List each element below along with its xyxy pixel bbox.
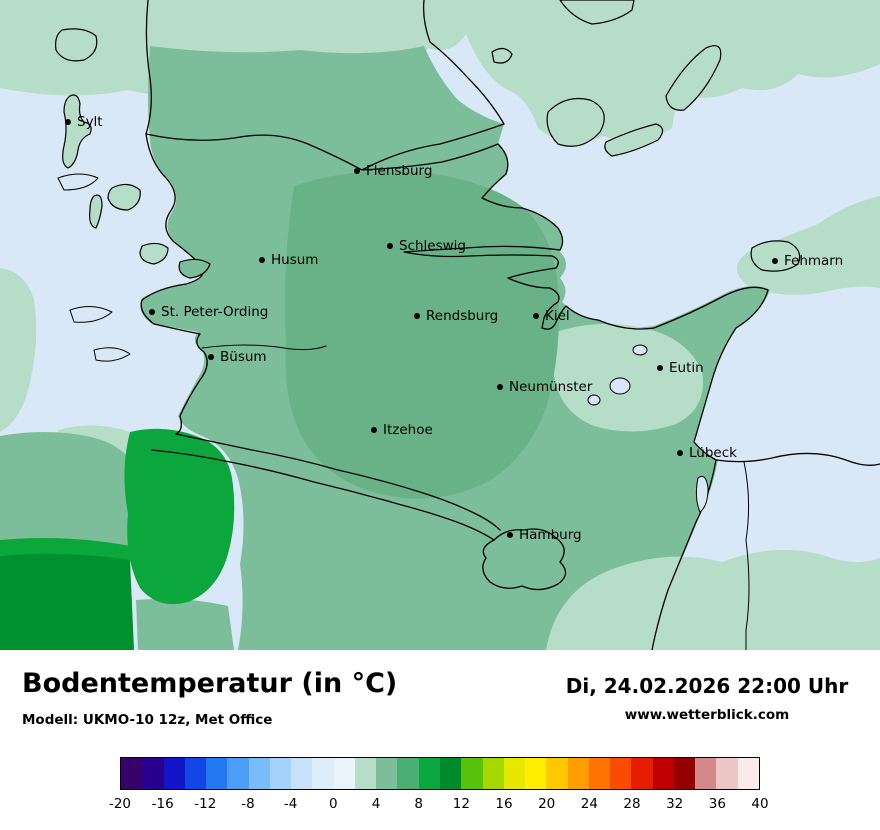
legend-cell-23 xyxy=(610,758,632,789)
border-denmark xyxy=(145,133,363,171)
temperature-legend-ticks: -20 -16 -12 -8 -4 0 4 8 12 16 20 24 28 32 36 40 xyxy=(109,796,769,814)
island-foehr xyxy=(107,183,141,211)
temperature-legend-bar xyxy=(120,757,760,790)
legend-tick-label: -20 xyxy=(108,796,132,812)
coastline-east xyxy=(597,286,769,461)
island-roemoe xyxy=(55,28,98,62)
island-aeroe xyxy=(604,123,664,157)
map-title: Bodentemperatur (in °C) xyxy=(22,668,398,699)
lake-ratzeburg xyxy=(695,475,709,513)
legend-cell-8 xyxy=(291,758,313,789)
legend-cell-6 xyxy=(248,758,270,789)
legend-tick-label: 0 xyxy=(329,796,338,812)
map-area: Sylt Flensburg Schleswig Husum Fehmarn St. Pe… xyxy=(0,0,880,650)
legend-cell-9 xyxy=(312,758,334,789)
strip-under-bright-green xyxy=(136,598,234,650)
legend-cell-16 xyxy=(461,758,483,789)
legend-cell-4 xyxy=(206,758,228,789)
legend-cell-3 xyxy=(184,758,207,789)
island-funen-edge xyxy=(559,0,635,25)
tidal-flat-2 xyxy=(69,306,113,323)
legend-cell-24 xyxy=(631,758,653,789)
coastline-elbe-south xyxy=(151,449,495,541)
legend-tick-label: 12 xyxy=(452,796,470,812)
legend-cell-15 xyxy=(439,758,462,789)
mint-column-left xyxy=(0,268,37,432)
legend-cell-20 xyxy=(546,758,568,789)
mint-patch-eutin xyxy=(552,323,703,432)
legend-cell-14 xyxy=(418,758,440,789)
legend-cell-28 xyxy=(716,758,738,789)
legend-tick-label: -4 xyxy=(283,796,298,812)
legend-cell-13 xyxy=(397,758,419,789)
legend-cell-26 xyxy=(673,758,696,789)
islands-group xyxy=(55,0,801,279)
legend-cell-17 xyxy=(482,758,504,789)
legend-tick-label: -12 xyxy=(194,796,217,812)
legend-tick-label: 36 xyxy=(708,796,726,812)
coastline-mecklenburg xyxy=(715,452,880,466)
legend-cell-2 xyxy=(163,758,185,789)
tidal-flat-3 xyxy=(93,347,131,362)
legend-tick-label: 28 xyxy=(623,796,641,812)
legend-cell-22 xyxy=(588,758,611,789)
legend-tick-label: 24 xyxy=(580,796,598,812)
legend-tick-label: 16 xyxy=(495,796,513,812)
island-fehmarn xyxy=(750,240,801,272)
island-langeland xyxy=(665,45,722,111)
legend-tick-label: 20 xyxy=(538,796,556,812)
island-amrum xyxy=(89,194,103,229)
info-panel: Bodentemperatur (in °C) Di, 24.02.2026 2… xyxy=(0,650,880,830)
lake-ploen xyxy=(609,377,631,395)
legend-cell-21 xyxy=(567,758,589,789)
header-right-column: Di, 24.02.2026 22:00 Uhr www.wetterblick… xyxy=(562,674,852,723)
lakes-group xyxy=(587,344,709,513)
legend-cell-29 xyxy=(737,758,759,789)
bright-green-sliver xyxy=(0,538,130,562)
coastline-flensburg-fjord-south xyxy=(361,143,564,251)
coastline-kiel-fjord xyxy=(507,267,599,330)
legend-cell-12 xyxy=(376,758,398,789)
deep-green-corner xyxy=(0,553,134,650)
coastline-schlei xyxy=(403,245,561,269)
river-eider xyxy=(201,344,327,351)
tidal-flat-1 xyxy=(57,173,99,191)
bright-green-patch xyxy=(124,428,235,605)
island-pellworm xyxy=(139,242,169,265)
mint-band-top xyxy=(0,0,880,143)
legend-tick-label: 8 xyxy=(414,796,423,812)
lake-small-2 xyxy=(632,344,648,356)
temperature-map xyxy=(0,0,880,650)
legend-cell-7 xyxy=(269,758,292,789)
legend-cell-27 xyxy=(695,758,717,789)
legend-cell-5 xyxy=(227,758,249,789)
legend-cell-18 xyxy=(503,758,526,789)
legend-tick-label: -8 xyxy=(241,796,255,812)
model-info: Modell: UKMO-10 12z, Met Office xyxy=(22,712,273,728)
border-hamburg xyxy=(482,528,567,591)
legend-cell-19 xyxy=(525,758,547,789)
island-small-baltic xyxy=(491,47,513,64)
legend-tick-label: 32 xyxy=(666,796,684,812)
peninsula-nordstrand xyxy=(178,258,211,279)
legend-tick-label: 40 xyxy=(751,796,769,812)
legend-cell-11 xyxy=(354,758,377,789)
legend-tick-label: 4 xyxy=(371,796,381,812)
legend-tick-label: -16 xyxy=(151,796,174,812)
legend-cell-1 xyxy=(142,758,164,789)
website-url: www.wetterblick.com xyxy=(624,707,790,723)
island-als xyxy=(546,97,605,147)
map-datetime: Di, 24.02.2026 22:00 Uhr xyxy=(565,674,849,698)
mint-bottom-right xyxy=(546,549,880,650)
lake-small-1 xyxy=(587,394,601,406)
coastline-flensburg-fjord-north xyxy=(361,0,505,171)
legend-cell-25 xyxy=(652,758,674,789)
coastline-west xyxy=(140,0,501,531)
legend-cell-10 xyxy=(333,758,355,789)
central-dark-green xyxy=(285,170,559,499)
legend-cell-0 xyxy=(121,758,143,789)
border-east xyxy=(743,461,750,650)
bottomleft-green-fill xyxy=(0,432,134,548)
